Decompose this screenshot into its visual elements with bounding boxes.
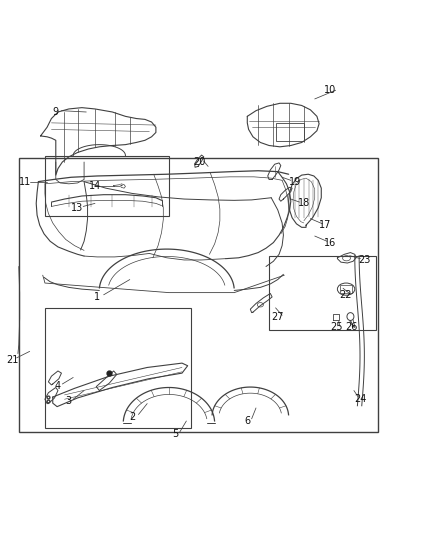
Text: 14: 14 [89,181,101,191]
Text: 25: 25 [330,322,343,333]
Text: 2: 2 [129,411,135,422]
Text: 21: 21 [6,355,18,365]
Bar [45,156,169,216]
Text: 23: 23 [359,255,371,265]
Text: 3: 3 [66,397,72,407]
Text: 10: 10 [324,85,336,95]
Bar [340,285,352,293]
Text: 16: 16 [324,238,336,247]
Bar [19,158,378,432]
Bar [269,256,376,329]
Text: 26: 26 [346,322,358,333]
Text: 27: 27 [272,312,284,321]
Text: 11: 11 [19,176,32,187]
Text: 1: 1 [94,292,100,302]
Text: 22: 22 [339,290,351,300]
Text: 18: 18 [298,198,310,208]
Text: 19: 19 [289,176,301,187]
Text: 24: 24 [354,394,367,404]
Text: 17: 17 [319,220,332,230]
Text: 6: 6 [244,416,251,426]
Text: 13: 13 [71,203,84,213]
Text: 5: 5 [172,429,179,439]
Text: 4: 4 [55,381,61,391]
Bar [276,123,304,141]
Text: 20: 20 [193,157,205,167]
Text: 9: 9 [53,107,59,117]
Bar [45,308,191,427]
